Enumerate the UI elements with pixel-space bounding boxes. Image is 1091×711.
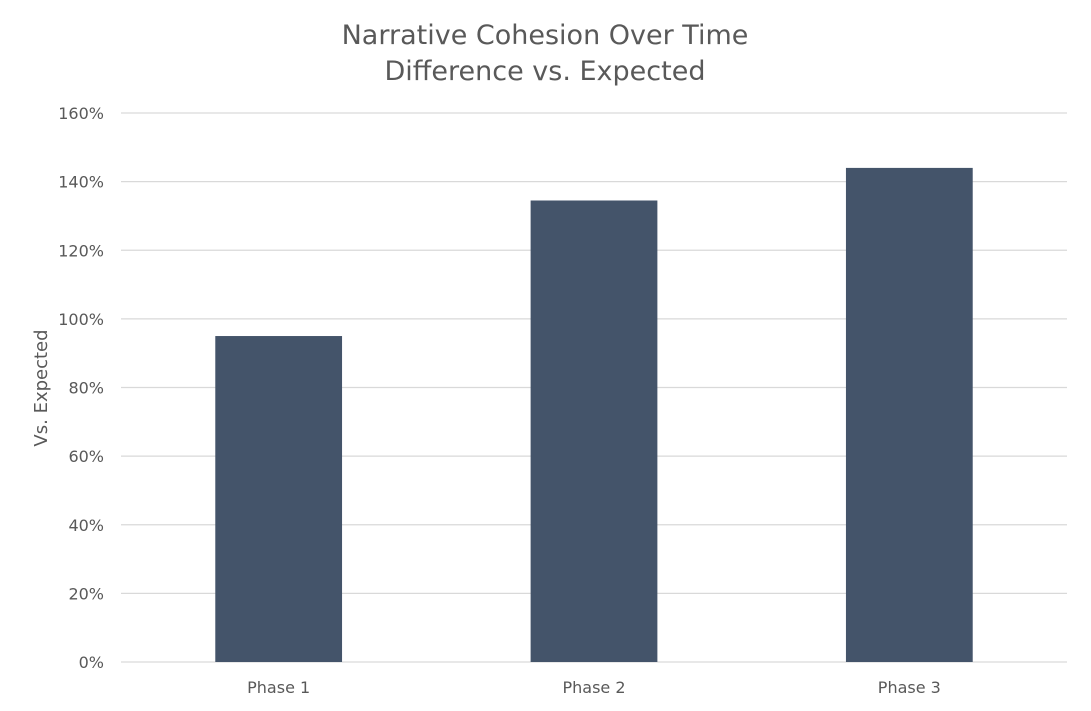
x-axis-ticks: Phase 1 Phase 2 Phase 3 [247,678,941,697]
x-tick-label: Phase 3 [878,678,941,697]
y-axis-title: Vs. Expected [31,329,52,446]
y-tick-label: 100% [58,310,104,329]
x-tick-label: Phase 2 [562,678,625,697]
y-tick-label: 0% [79,653,104,672]
bar-phase-2 [530,200,658,662]
bar-phase-3 [845,167,973,662]
chart-title: Narrative Cohesion Over Time [342,20,749,51]
bars [215,167,973,662]
y-tick-label: 20% [68,584,104,603]
x-tick-label: Phase 1 [247,678,310,697]
y-tick-label: 60% [68,447,104,466]
bar-phase-1 [215,336,343,662]
y-tick-label: 80% [68,379,104,398]
chart-subtitle: Difference vs. Expected [385,56,706,87]
y-axis-ticks: 0% 20% 40% 60% 80% 100% 120% 140% 160% [58,104,104,672]
y-tick-label: 120% [58,241,104,260]
y-tick-label: 160% [58,104,104,123]
y-tick-label: 140% [58,173,104,192]
y-tick-label: 40% [68,516,104,535]
